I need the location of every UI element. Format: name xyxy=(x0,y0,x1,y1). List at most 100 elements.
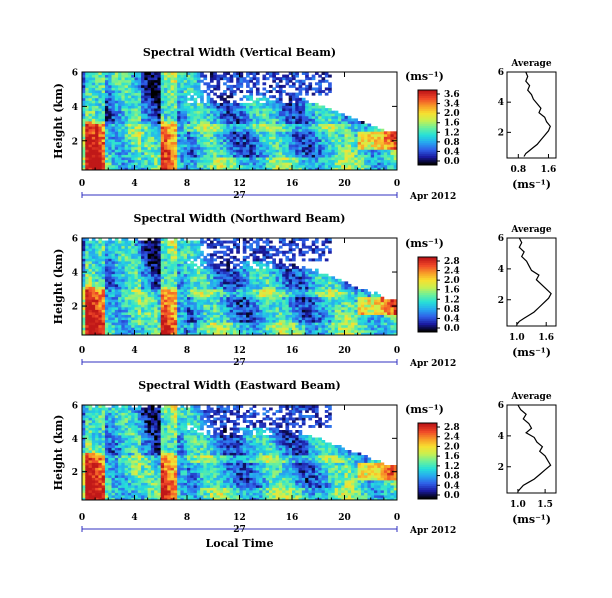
heatmap-cell xyxy=(236,105,240,109)
heatmap-cell xyxy=(226,146,231,150)
heatmap-cell xyxy=(328,84,332,88)
heatmap-cell xyxy=(101,319,106,323)
heatmap-cell xyxy=(82,238,86,241)
heatmap-cell xyxy=(154,332,158,336)
heatmap-cell xyxy=(121,294,126,298)
heatmap-cell xyxy=(223,253,227,257)
heatmap-cell xyxy=(216,115,221,119)
heatmap-cell xyxy=(111,271,116,275)
heatmap-cell xyxy=(108,123,112,127)
heatmap-cell xyxy=(91,299,96,303)
heatmap-cell xyxy=(344,115,349,119)
heatmap-cell xyxy=(82,327,86,331)
heatmap-cell xyxy=(85,164,89,168)
heatmap-cell xyxy=(164,243,168,247)
heatmap-cell xyxy=(219,121,224,124)
heatmap-cell xyxy=(216,167,221,171)
heatmap-cell xyxy=(203,77,208,81)
heatmap-cell xyxy=(118,319,122,323)
heatmap-cell xyxy=(193,258,198,262)
heatmap-cell xyxy=(91,110,96,114)
y-tick-label: 4 xyxy=(72,103,78,113)
heatmap-cell xyxy=(131,243,135,247)
heatmap-cell xyxy=(180,319,185,323)
heatmap-cell xyxy=(193,162,198,166)
heatmap-cell xyxy=(298,123,303,127)
heatmap-cell xyxy=(226,312,231,315)
heatmap-cell xyxy=(144,123,149,127)
heatmap-cell xyxy=(134,90,139,94)
heatmap-cell xyxy=(134,245,139,249)
heatmap-cell xyxy=(229,154,234,158)
heatmap-cell xyxy=(209,268,214,272)
heatmap-cell xyxy=(255,167,260,171)
heatmap-cell xyxy=(206,271,211,275)
heatmap-cell xyxy=(374,126,378,130)
heatmap-cell xyxy=(380,144,385,148)
heatmap-cell xyxy=(380,162,385,166)
heatmap-cell xyxy=(229,314,234,318)
heatmap-cell xyxy=(387,164,391,168)
heatmap-cell xyxy=(85,281,89,285)
heatmap-cell xyxy=(154,72,158,75)
heatmap-cell xyxy=(167,133,171,137)
heatmap-cell xyxy=(246,260,250,264)
heatmap-cell xyxy=(383,154,388,158)
heatmap-cell xyxy=(282,90,286,94)
heatmap-cell xyxy=(127,97,132,101)
heatmap-cell xyxy=(173,329,178,333)
heatmap-cell xyxy=(265,128,270,132)
heatmap-cell xyxy=(242,281,247,285)
heatmap-cell xyxy=(144,118,149,122)
heatmap-cell xyxy=(206,95,211,99)
heatmap-cell xyxy=(85,273,89,277)
heatmap-cell xyxy=(242,327,247,331)
heatmap-cell xyxy=(219,115,224,119)
heatmap-cell xyxy=(190,268,194,272)
heatmap-cell xyxy=(331,159,336,163)
heatmap-cell xyxy=(114,283,119,287)
heatmap-cell xyxy=(104,84,109,88)
colorbar-swatch xyxy=(418,121,437,125)
heatmap-cell xyxy=(232,238,237,241)
heatmap-cell xyxy=(219,317,224,321)
heatmap-cell xyxy=(131,164,135,168)
heatmap-cell xyxy=(127,317,132,321)
heatmap-cell xyxy=(114,268,119,272)
heatmap-cell xyxy=(275,77,280,81)
heatmap-cell xyxy=(118,72,122,75)
heatmap-cell xyxy=(278,102,283,106)
heatmap-cell xyxy=(104,294,109,298)
heatmap-cell xyxy=(249,113,254,117)
heatmap-cell xyxy=(91,84,96,88)
heatmap-cell xyxy=(173,154,178,158)
heatmap-cell xyxy=(193,159,198,163)
colorbar-swatch xyxy=(418,136,437,140)
heatmap-cell xyxy=(295,113,299,117)
heatmap-cell xyxy=(219,108,224,112)
heatmap-cell xyxy=(380,141,385,145)
heatmap-cell xyxy=(91,258,96,262)
heatmap-cell xyxy=(127,253,132,257)
heatmap-cell xyxy=(131,266,135,270)
heatmap-cell xyxy=(269,102,273,106)
colorbar-swatch xyxy=(418,116,437,119)
heatmap-cell xyxy=(213,74,217,78)
heatmap-cell xyxy=(239,126,244,130)
heatmap-cell xyxy=(134,289,139,292)
heatmap-cell xyxy=(232,317,237,321)
heatmap-cell xyxy=(213,278,217,282)
heatmap-cell xyxy=(232,136,237,140)
heatmap-cell xyxy=(314,139,319,143)
heatmap-cell xyxy=(190,278,194,282)
heatmap-cell xyxy=(187,167,191,171)
heatmap-cell xyxy=(213,243,217,247)
heatmap-cell xyxy=(272,100,276,104)
heatmap-cell xyxy=(187,74,191,78)
heatmap-cell xyxy=(187,319,191,323)
heatmap-cell xyxy=(134,97,139,101)
heatmap-cell xyxy=(255,139,260,143)
heatmap-cell xyxy=(269,126,273,130)
heatmap-cell xyxy=(364,146,368,150)
heatmap-cell xyxy=(180,291,185,295)
